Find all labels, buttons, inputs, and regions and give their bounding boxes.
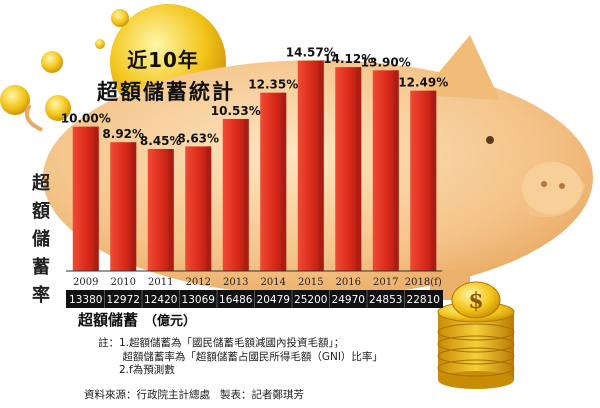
source-text: 資料來源：行政院主計總處 xyxy=(84,389,210,401)
x-tick-label: 2010 xyxy=(111,277,136,288)
y-axis-label: 超額儲蓄率 xyxy=(32,173,50,306)
bar-value-label: 10.00% xyxy=(61,112,111,126)
x-tick-labels: 2009 2010 2011 2012 2013 2014 2015 2016 2017 2018… xyxy=(73,277,442,288)
table-cell-value: 12972 xyxy=(107,294,140,306)
bar-2015 xyxy=(297,60,324,271)
table-cell-value: 24970 xyxy=(332,294,365,306)
x-tick-label: 2015 xyxy=(298,277,323,288)
bar-2012 xyxy=(185,146,212,271)
footnotes: 註：1.超額儲蓄為「國民儲蓄毛額減國內投資毛額」； 超額儲蓄率為「超額儲蓄占國民… xyxy=(98,337,383,378)
table-cell-value: 16486 xyxy=(219,294,253,306)
table-cell-value: 13069 xyxy=(182,294,215,306)
bar-2011 xyxy=(147,149,174,271)
table-cell-value: 20479 xyxy=(257,294,290,306)
bar-2009 xyxy=(72,126,99,271)
coin-stack-icon: $ xyxy=(437,281,515,389)
bar-value-label: 8.63% xyxy=(177,131,219,145)
bar-series xyxy=(72,60,437,272)
bar-2013 xyxy=(222,118,249,272)
footnote-line-3: 2.f為預測數 xyxy=(98,364,175,376)
x-tick-label: 2018(f) xyxy=(405,277,442,288)
bar-value-label: 13.90% xyxy=(361,55,411,69)
x-tick-label: 2013 xyxy=(223,277,248,288)
bar-value-label: 8.92% xyxy=(102,127,144,141)
bar-value-label: 14.12% xyxy=(323,52,373,66)
source-line: 資料來源：行政院主計總處 製表：記者鄭琪芳 xyxy=(84,387,304,402)
svg-text:$: $ xyxy=(468,288,483,314)
bar-value-label: 12.35% xyxy=(248,78,298,92)
table-row-unit: （億元） xyxy=(144,314,197,329)
table-row-label: 超額儲蓄 （億元） xyxy=(78,309,196,331)
bar-2016 xyxy=(335,67,362,271)
footnote-line-1: 註：1.超額儲蓄為「國民儲蓄毛額減國內投資毛額」； xyxy=(98,337,345,349)
bar-2014 xyxy=(260,92,287,272)
bar-2010 xyxy=(110,142,137,271)
chart-title-line2: 超額儲蓄統計 xyxy=(97,80,235,104)
bar-value-label: 12.49% xyxy=(398,76,448,90)
table-cell-value: 22810 xyxy=(407,294,440,306)
chart-title-line1: 近10年 xyxy=(127,48,199,72)
x-tick-label: 2009 xyxy=(73,277,98,288)
x-tick-label: 2017 xyxy=(373,277,398,288)
x-tick-label: 2014 xyxy=(261,277,286,288)
x-tick-label: 2012 xyxy=(186,277,211,288)
table-cell-value: 12420 xyxy=(144,294,177,306)
credit-text: 製表：記者鄭琪芳 xyxy=(220,389,304,401)
bar-value-label: 10.53% xyxy=(211,104,261,118)
value-table-row: 13380 12972 12420 13069 16486 20479 25200 24970… xyxy=(66,290,443,308)
bar-value-labels: 10.00%8.92%8.45%8.63%10.53%12.35%14.57%1… xyxy=(61,46,448,148)
table-cell-value: 25200 xyxy=(294,294,327,306)
table-row-title: 超額儲蓄 xyxy=(78,311,139,329)
table-cell-value: 24853 xyxy=(369,294,402,306)
bar-value-label: 8.45% xyxy=(140,134,182,148)
table-cell-value: 13380 xyxy=(69,294,102,306)
bar-value-label: 14.57% xyxy=(286,46,336,60)
x-tick-label: 2016 xyxy=(336,277,361,288)
footnote-line-2: 超額儲蓄率為「超額儲蓄占國民所得毛額（GNI）比率」 xyxy=(98,350,383,363)
bar-2018(f) xyxy=(410,90,437,271)
bar-2017 xyxy=(372,70,399,271)
x-tick-label: 2011 xyxy=(148,277,173,288)
